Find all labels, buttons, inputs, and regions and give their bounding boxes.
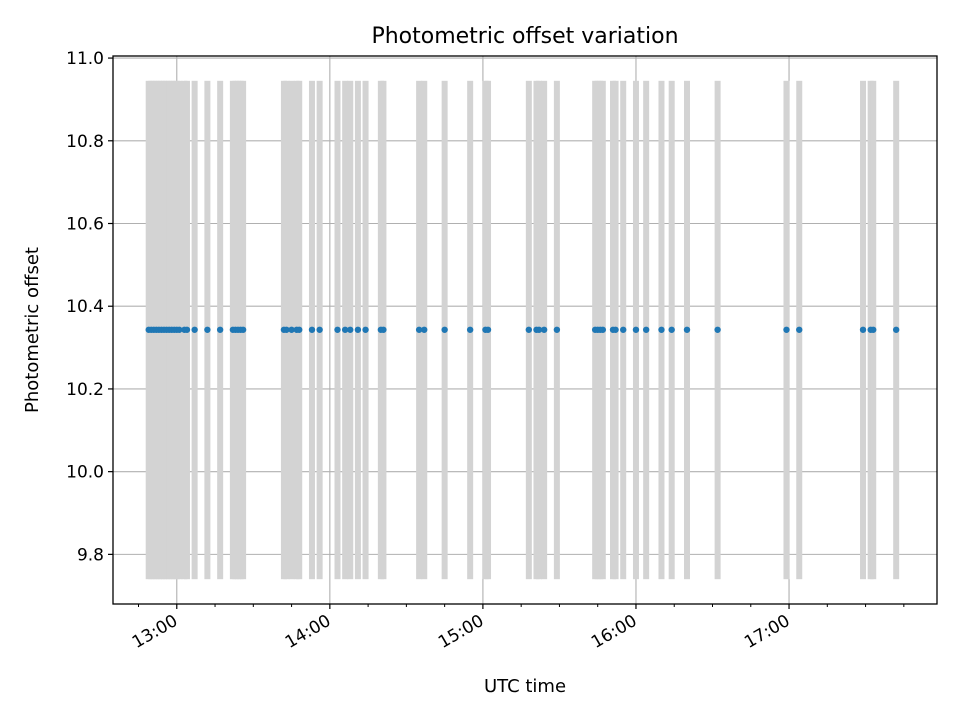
data-point bbox=[553, 326, 561, 333]
data-point bbox=[484, 326, 492, 333]
data-point bbox=[783, 326, 790, 333]
point-layer bbox=[145, 326, 900, 333]
data-point bbox=[658, 326, 665, 333]
data-point bbox=[216, 326, 224, 333]
data-point bbox=[642, 326, 650, 333]
data-point bbox=[239, 326, 247, 333]
data-point bbox=[525, 326, 533, 333]
data-point bbox=[334, 326, 341, 333]
data-point bbox=[859, 326, 867, 333]
data-point bbox=[183, 326, 191, 333]
data-point bbox=[535, 326, 543, 333]
data-point bbox=[540, 326, 548, 333]
y-tick-label: 10.2 bbox=[66, 380, 104, 400]
data-point bbox=[683, 326, 691, 333]
data-point bbox=[362, 326, 369, 333]
chart-title: Photometric offset variation bbox=[371, 24, 678, 49]
data-point bbox=[341, 326, 349, 333]
data-point bbox=[892, 326, 900, 333]
data-point bbox=[347, 326, 354, 333]
data-point bbox=[441, 326, 448, 333]
y-tick-label: 10.0 bbox=[66, 463, 104, 483]
y-tick-label: 10.6 bbox=[66, 215, 104, 235]
data-point bbox=[176, 326, 183, 333]
y-tick-label: 9.8 bbox=[77, 545, 104, 565]
y-tick-label: 10.4 bbox=[66, 297, 104, 317]
data-point bbox=[191, 326, 198, 333]
data-point bbox=[283, 326, 290, 333]
data-point bbox=[296, 326, 303, 333]
x-axis-label: UTC time bbox=[484, 676, 566, 697]
data-point bbox=[415, 326, 423, 333]
data-point bbox=[714, 326, 721, 333]
data-point bbox=[870, 326, 877, 333]
data-point bbox=[796, 326, 803, 333]
data-point bbox=[421, 326, 428, 333]
plot-frame bbox=[112, 55, 938, 605]
data-point bbox=[612, 326, 619, 333]
data-point bbox=[308, 326, 316, 333]
data-point bbox=[316, 326, 323, 333]
data-point bbox=[632, 326, 640, 333]
data-point bbox=[288, 326, 295, 333]
y-tick-label: 10.8 bbox=[66, 132, 104, 152]
data-point bbox=[620, 326, 627, 333]
data-point bbox=[204, 326, 211, 333]
y-tick-label: 11.0 bbox=[66, 49, 104, 69]
data-point bbox=[599, 326, 607, 333]
data-point bbox=[466, 326, 474, 333]
data-point bbox=[668, 326, 675, 333]
y-axis-label: Photometric offset bbox=[22, 247, 43, 413]
data-point bbox=[354, 326, 362, 333]
data-point bbox=[380, 326, 387, 333]
